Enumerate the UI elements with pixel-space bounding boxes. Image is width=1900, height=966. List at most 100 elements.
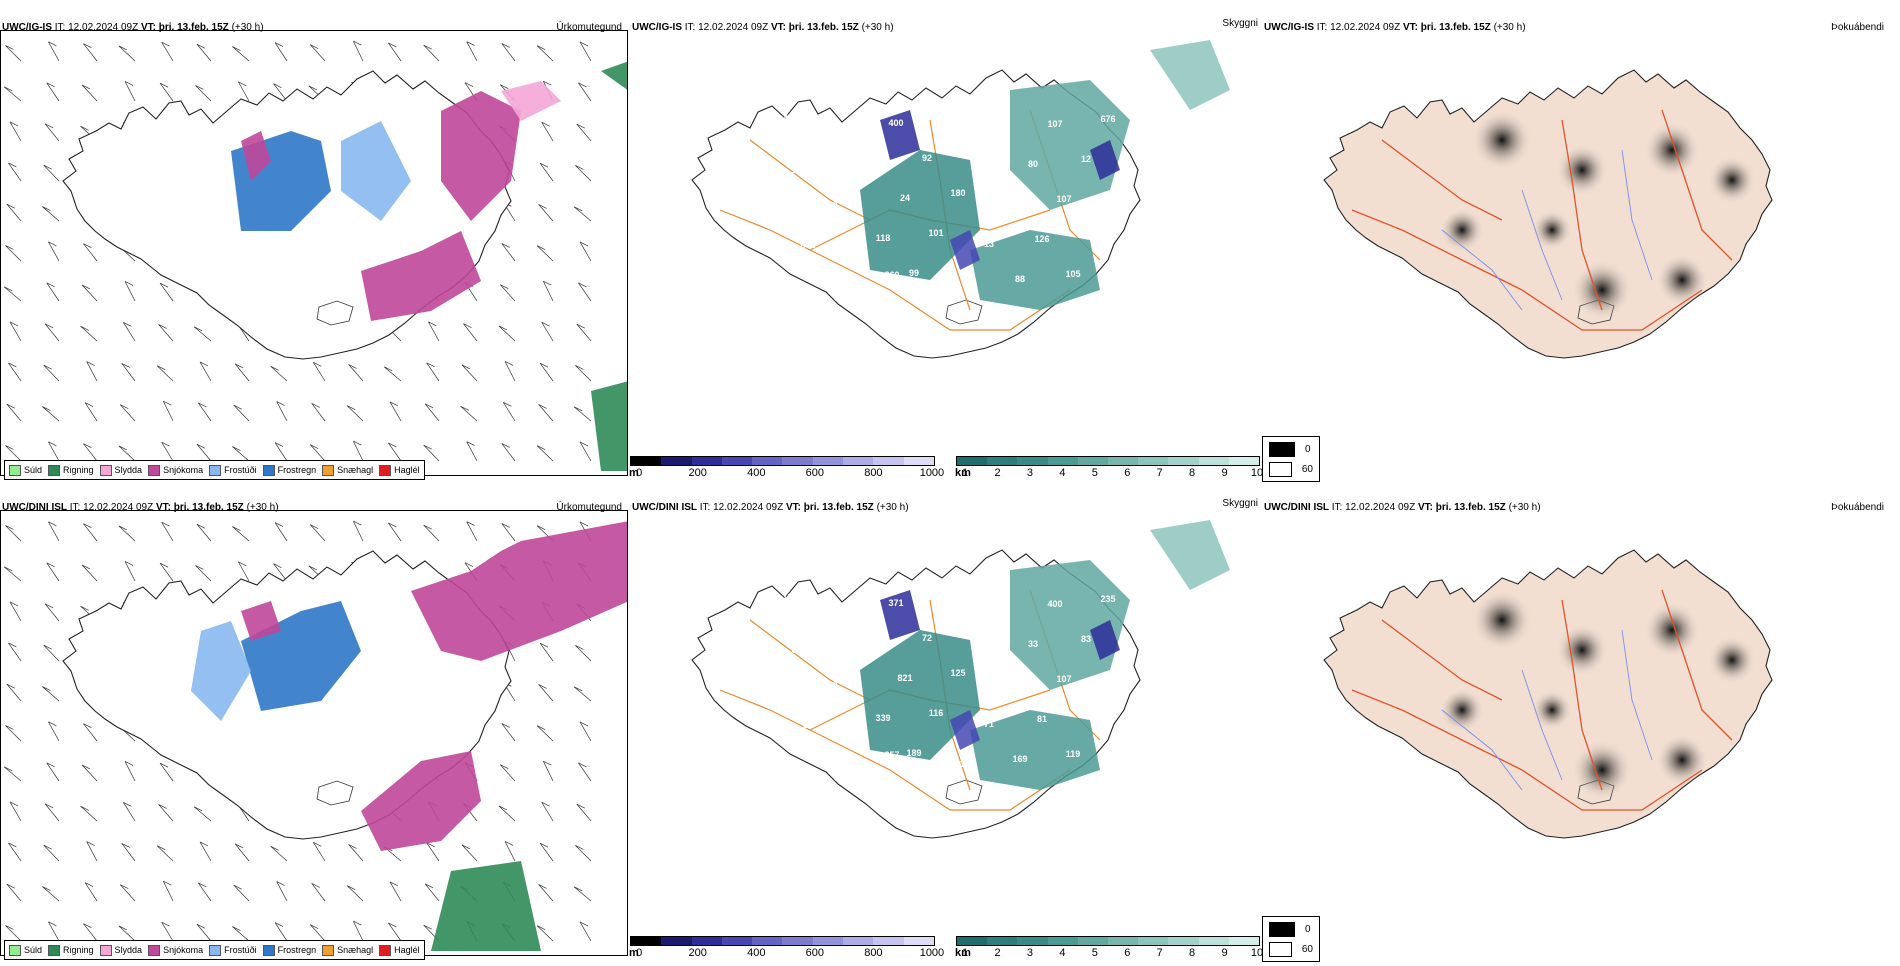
legend-swatch [148,944,161,956]
fog-area [1472,110,1532,170]
colorbar-unit: m [629,947,639,959]
cloud-area [950,710,980,750]
cloud-panel-bottom: UWC/DINI ISL IT: 12.02.2024 09Z VT: þri.… [629,496,1263,966]
colorbar-bin [843,937,874,945]
cloud-base-value: 148 [813,163,828,173]
cloud-base-value: 180 [831,755,846,765]
colorbar-bin [873,937,904,945]
colorbar-bin [782,457,813,465]
colorbar-bin [1017,937,1048,945]
panel-header: UWC/IG-IS IT: 12.02.2024 09Z VT: þri. 13… [632,22,894,33]
panel-header: UWC/DINI ISL IT: 12.02.2024 09Z VT: þri.… [2,502,279,513]
legend-swatch [48,464,61,476]
cloud-area [1150,520,1230,590]
legend-swatch [9,464,21,476]
cloud-base-value: 82 [975,644,985,654]
colorbar-bin [661,937,692,945]
panel-title: Skyggni [1222,498,1258,509]
vt-value: þri. 13.feb. 15Z [788,22,859,33]
visibility-colorbar: 1 2 3 4 5 6 7 8 9 10 km [955,456,1263,479]
cloud-base-value: 95 [997,124,1007,134]
legend-item: Haglél [379,944,420,956]
river-network [1441,149,1653,311]
cloud-base-value: 82 [803,720,813,730]
fog-area [1556,624,1608,676]
vt-prefix: VT: [1402,22,1418,33]
colorbar-bin [873,457,904,465]
river [1521,189,1563,301]
fog-panel-bottom: UWC/DINI ISL IT: 12.02.2024 09Z VT: þri.… [1262,496,1890,966]
cloud-base-value: 821 [897,673,912,683]
fog-area [1572,740,1632,800]
road [749,619,871,701]
it-value: 12.02.2024 09Z [83,502,154,513]
colorbar-bin [721,937,753,945]
cloud-base-value: 118 [876,233,891,243]
lead-time: (+30 h) [246,502,279,513]
cloud-base-value: 33 [1028,639,1038,649]
legend-label: Súld [24,945,43,955]
river [1521,669,1563,781]
colorbar-tick-label: 400 [747,467,766,479]
cloud-map: 211 24 400 84 95 107 676 148 209 92 388 80 12 167 20 24… [630,30,1258,476]
legend-item: Snæhagl [322,944,373,956]
colorbar-bin [1228,457,1260,465]
colorbar-bin [752,937,783,945]
vt-prefix: VT: [155,502,171,513]
colorbar-tick-label: 4 [1059,467,1066,479]
model-label: UWC/DINI ISL [1264,502,1329,513]
colorbar-bin [957,457,988,465]
road [719,209,1071,331]
fog-legend-row: 60 [1269,462,1313,477]
colorbar-bin [957,937,988,945]
fog-area [1556,144,1608,196]
legend-label: Snæhagl [337,465,374,475]
fog-legend: 0 60 [1262,916,1320,962]
colorbar-tick-label: 200 [688,467,707,479]
cloud-base-value: 72 [922,633,932,643]
cloud-base-value: 125 [950,668,965,678]
river [1621,629,1653,761]
vt-value: þri. 13.feb. 15Z [173,502,244,513]
cloud-area [880,110,920,160]
cloud-area [860,630,980,760]
precip-map-svg [3,40,627,471]
cloud-base-value: 400 [888,118,903,128]
legend-swatch [9,944,21,956]
cloud-base-value: 101 [928,228,943,238]
cloud-base-value: 12 [1081,154,1091,164]
cloud-base-value: 80 [1028,159,1038,169]
river-network [1441,629,1653,791]
colorbar-bin [812,457,844,465]
fog-map-svg [1323,549,1773,839]
cloud-base-value: 189 [906,748,921,758]
cloud-base-value: 400 [1047,599,1062,609]
legend-label: Súld [24,465,43,475]
glacier-outline [316,300,354,326]
model-label: UWC/DINI ISL [632,502,697,513]
legend-item: Súld [9,944,43,956]
cloud-base-value: 24 [900,193,910,203]
cloud-base-value: 704 [866,638,881,648]
cloud-base-value: 88 [1015,274,1025,284]
legend-swatch [379,464,392,476]
road [1381,139,1503,221]
legend-label: Slydda [114,945,143,955]
cloud-base-value: 102 [844,678,859,688]
cloud-base-value: 86 [838,603,848,613]
fog-area [1656,254,1708,306]
cloud-base-value: 13 [856,715,866,725]
cloud-base-value: 119 [1066,749,1081,759]
it-prefix: IT: [684,22,696,33]
cloud-area [970,710,1100,790]
cloud-base-value: 93 [1090,229,1100,239]
fog-legend-swatch [1269,462,1292,477]
precip-area [241,601,281,641]
river [1441,229,1523,311]
colorbar-bin [987,457,1018,465]
precip-area [241,131,271,181]
legend-swatch [322,464,335,476]
precip-area [441,91,521,221]
glacier-outline [945,779,983,805]
precip-map [0,510,628,956]
